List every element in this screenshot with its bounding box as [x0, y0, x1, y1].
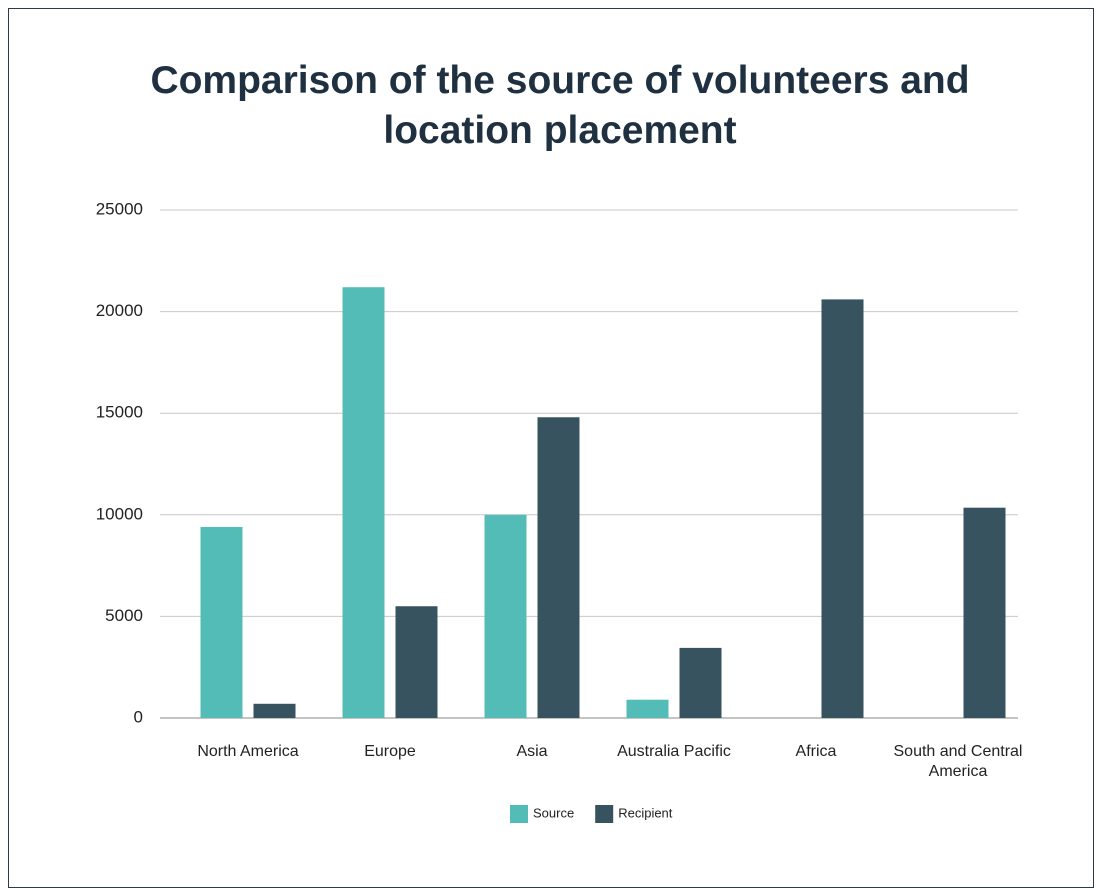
legend-swatch	[595, 805, 614, 823]
bar	[821, 299, 864, 718]
x-tick-label: Australia Pacific	[617, 743, 731, 760]
legend-label: Source	[533, 805, 574, 820]
x-tick-label: Africa	[795, 743, 837, 760]
y-tick-label: 15000	[96, 403, 143, 422]
bar	[395, 606, 438, 718]
y-tick-label: 5000	[105, 606, 143, 625]
legend-label: Recipient	[618, 805, 673, 820]
bar	[626, 699, 669, 718]
y-tick-label: 0	[134, 707, 143, 726]
x-tick-label: Asia	[516, 743, 548, 760]
x-tick-label: Europe	[364, 743, 416, 760]
bar	[200, 526, 243, 718]
y-tick-label: 25000	[96, 199, 143, 218]
y-tick-label: 20000	[96, 301, 143, 320]
bar	[679, 647, 722, 718]
bar	[484, 514, 527, 718]
bar	[537, 417, 580, 718]
legend-swatch	[510, 805, 528, 823]
bar	[342, 287, 385, 718]
bar	[253, 703, 296, 718]
x-tick-label: South and Central America	[893, 743, 1023, 780]
x-tick-label: North America	[197, 743, 299, 760]
bar	[963, 507, 1006, 718]
chart-title: Comparison of the source of volunteers a…	[150, 59, 970, 152]
y-tick-label: 10000	[96, 504, 143, 523]
